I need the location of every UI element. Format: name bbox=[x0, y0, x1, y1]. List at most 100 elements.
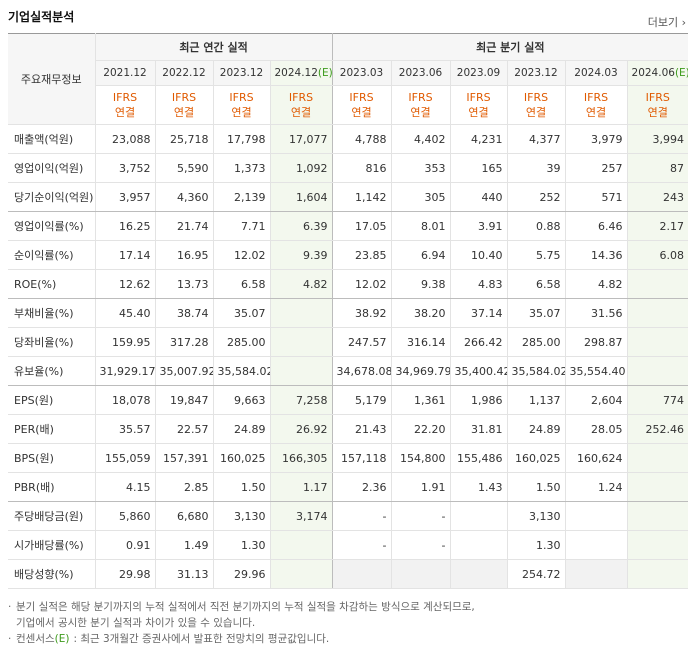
standard-row: IFRS 연결 IFRS 연결 IFRS 연결 IFRS 연결 IFRS 연결 IFRS 연결 IFRS… bbox=[8, 85, 689, 125]
data-cell: 774 bbox=[626, 385, 689, 415]
row-label: PBR(배) bbox=[8, 472, 95, 502]
data-cell: 4,231 bbox=[449, 124, 508, 154]
period-header: 2024.03 bbox=[564, 60, 628, 86]
data-cell: 2.17 bbox=[626, 211, 689, 241]
data-cell bbox=[626, 530, 689, 560]
data-cell: 155,486 bbox=[449, 443, 508, 473]
accounting-standard: IFRS bbox=[229, 91, 254, 104]
data-cell: 1.30 bbox=[506, 530, 566, 560]
standard-header: IFRS 연결 bbox=[506, 85, 566, 125]
data-cell bbox=[626, 356, 689, 386]
data-cell: 1.43 bbox=[449, 472, 508, 502]
data-row: 영업이익(억원) 3,752 5,590 1,373 1,092 816 353 165 39 2… bbox=[8, 153, 689, 183]
period-header: 2022.12 bbox=[154, 60, 213, 86]
data-cell: 155,059 bbox=[94, 443, 155, 473]
period-date: 2024.03 bbox=[574, 67, 618, 79]
data-cell: 38.74 bbox=[154, 298, 213, 328]
data-cell: 23.85 bbox=[331, 240, 392, 270]
data-cell: 37.14 bbox=[449, 298, 508, 328]
data-cell: 3,957 bbox=[94, 182, 155, 212]
data-row: PBR(배) 4.15 2.85 1.50 1.17 2.36 1.91 1.43 1.50 1.… bbox=[8, 472, 689, 502]
data-cell: 1,092 bbox=[269, 153, 333, 183]
standard-header: IFRS 연결 bbox=[564, 85, 628, 125]
data-cell: 0.91 bbox=[94, 530, 155, 560]
data-cell: 6.58 bbox=[506, 269, 566, 299]
data-cell bbox=[269, 356, 333, 386]
data-cell bbox=[564, 501, 628, 531]
data-cell bbox=[626, 472, 689, 502]
data-row: 시가배당률(%) 0.91 1.49 1.30- -1.30 bbox=[8, 530, 689, 560]
data-cell: 6,680 bbox=[154, 501, 213, 531]
data-cell bbox=[564, 530, 628, 560]
data-cell: 35,400.42 bbox=[449, 356, 508, 386]
data-cell: 305 bbox=[390, 182, 451, 212]
data-cell: 252 bbox=[506, 182, 566, 212]
data-cell: 3,130 bbox=[212, 501, 270, 531]
data-cell: 252.46 bbox=[626, 414, 689, 444]
data-cell: 154,800 bbox=[390, 443, 451, 473]
data-cell: 9.39 bbox=[269, 240, 333, 270]
data-cell: 2,604 bbox=[564, 385, 628, 415]
row-label: PER(배) bbox=[8, 414, 95, 444]
row-label: 당기순이익(억원) bbox=[8, 182, 95, 212]
data-cell: 39 bbox=[506, 153, 566, 183]
data-cell: 5,590 bbox=[154, 153, 213, 183]
data-cell bbox=[626, 501, 689, 531]
standard-header: IFRS 연결 bbox=[269, 85, 333, 125]
data-cell: 266.42 bbox=[449, 327, 508, 357]
data-row: 부채비율(%) 45.40 38.74 35.07 38.92 38.20 37.14 35.… bbox=[8, 298, 689, 328]
data-cell: 12.02 bbox=[331, 269, 392, 299]
data-cell: 4.82 bbox=[269, 269, 333, 299]
data-cell: 353 bbox=[390, 153, 451, 183]
data-cell: 17.05 bbox=[331, 211, 392, 241]
data-cell: 4,360 bbox=[154, 182, 213, 212]
data-cell: 2.36 bbox=[331, 472, 392, 502]
data-cell: 165 bbox=[449, 153, 508, 183]
standard-header: IFRS 연결 bbox=[331, 85, 392, 125]
data-row: 매출액(억원) 23,088 25,718 17,798 17,077 4,788 4,40… bbox=[8, 124, 689, 154]
data-cell: 7,258 bbox=[269, 385, 333, 415]
data-cell: 243 bbox=[626, 182, 689, 212]
data-cell: 0.88 bbox=[506, 211, 566, 241]
more-link[interactable]: 더보기 bbox=[648, 14, 686, 30]
data-cell: 34,678.08 bbox=[331, 356, 392, 386]
period-date: 2022.12 bbox=[162, 67, 206, 79]
data-cell: 24.89 bbox=[506, 414, 566, 444]
accounting-standard: IFRS bbox=[112, 91, 138, 104]
data-cell: 257 bbox=[564, 153, 628, 183]
data-cell: 87 bbox=[626, 153, 689, 183]
standard-header: IFRS 연결 bbox=[94, 85, 155, 125]
data-cell: 4,402 bbox=[390, 124, 451, 154]
data-cell: 4,377 bbox=[506, 124, 566, 154]
data-cell: 160,624 bbox=[564, 443, 628, 473]
data-cell: 35,007.92 bbox=[154, 356, 213, 386]
data-cell: 7.71 bbox=[212, 211, 270, 241]
data-cell: 3,994 bbox=[626, 124, 689, 154]
period-header: 2023.09 bbox=[449, 60, 508, 86]
data-cell: 17.14 bbox=[94, 240, 155, 270]
data-cell bbox=[626, 559, 689, 589]
data-cell: 1,142 bbox=[331, 182, 392, 212]
group-header: 최근 분기 실적 bbox=[331, 33, 689, 61]
data-cell bbox=[626, 298, 689, 328]
data-cell: 6.39 bbox=[269, 211, 333, 241]
data-cell: 160,025 bbox=[506, 443, 566, 473]
data-cell: 45.40 bbox=[94, 298, 155, 328]
data-cell: 166,305 bbox=[269, 443, 333, 473]
data-row: BPS(원) 155,059 157,391 160,025 166,305 157,11… bbox=[8, 443, 689, 473]
data-cell bbox=[449, 501, 508, 531]
data-cell: 14.36 bbox=[564, 240, 628, 270]
data-row: PER(배) 35.57 22.57 24.89 26.92 21.43 22.20 31.8… bbox=[8, 414, 689, 444]
consolidation-basis: 연결 bbox=[468, 106, 489, 119]
consolidation-basis: 연결 bbox=[173, 106, 195, 119]
notes: 분기 실적은 해당 분기까지의 누적 실적에서 직전 분기까지의 누적 실적을 … bbox=[8, 599, 475, 647]
data-row: 당좌비율(%) 159.95 317.28 285.00 247.57 316.14 266… bbox=[8, 327, 689, 357]
row-label: 당좌비율(%) bbox=[8, 327, 95, 357]
data-cell: 5,179 bbox=[331, 385, 392, 415]
data-cell: 2,139 bbox=[212, 182, 270, 212]
data-cell: 1.24 bbox=[564, 472, 628, 502]
period-header: 2021.12 bbox=[94, 60, 155, 86]
data-cell: 2.85 bbox=[154, 472, 213, 502]
data-cell: 18,078 bbox=[94, 385, 155, 415]
data-row: 주당배당금(원) 5,860 6,680 3,130 3,174- -3,130 bbox=[8, 501, 689, 531]
